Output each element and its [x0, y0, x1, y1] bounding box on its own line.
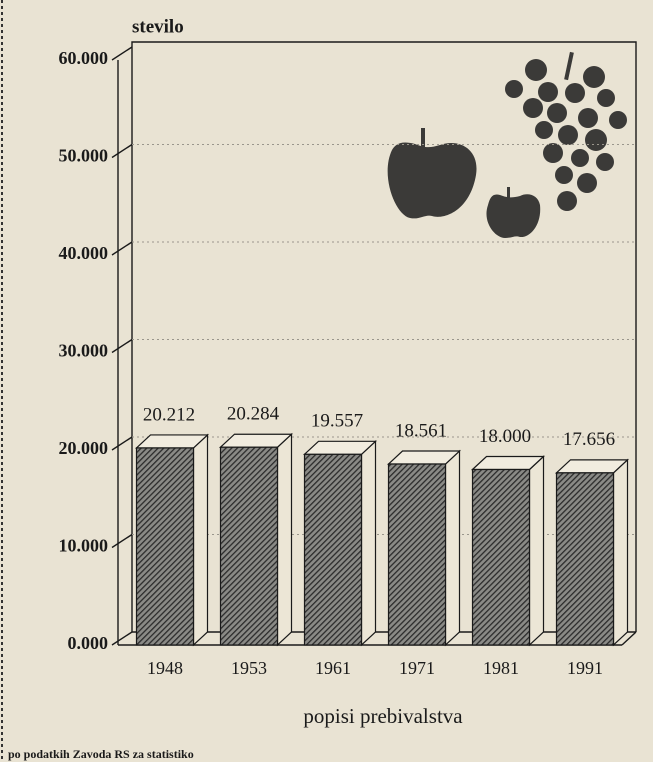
tick-mark	[112, 632, 132, 645]
tick-mark	[112, 47, 132, 60]
x-tick-label: 1981	[483, 658, 519, 678]
y-tick-label: 60.000	[59, 48, 109, 68]
value-label: 20.212	[143, 404, 195, 425]
x-tick-label: 1953	[231, 658, 267, 678]
y-tick-label: 20.000	[59, 438, 109, 458]
bar-side	[446, 451, 460, 645]
y-tick-label: 50.000	[59, 146, 109, 166]
tick-mark	[112, 340, 132, 353]
y-tick-label: 0.000	[68, 633, 109, 653]
bar-side	[614, 460, 628, 645]
bar-side	[278, 434, 292, 645]
y-tick-label: 10.000	[59, 536, 109, 556]
value-label: 18.561	[395, 420, 447, 441]
bar-side	[530, 457, 544, 646]
value-label: 19.557	[311, 411, 363, 432]
bar	[389, 464, 446, 645]
value-label: 20.284	[227, 404, 280, 425]
x-tick-label: 1948	[147, 658, 183, 678]
y-tick-label: 40.000	[59, 243, 109, 263]
tick-mark	[112, 535, 132, 548]
bar	[221, 447, 278, 645]
bar	[305, 454, 362, 645]
tick-mark	[112, 242, 132, 255]
y-tick-label: 30.000	[59, 341, 109, 361]
chart: stevilo popisi prebivalstva po podatkih …	[0, 0, 653, 762]
bar-side	[362, 441, 376, 645]
bar-side	[194, 435, 208, 645]
x-tick-label: 1961	[315, 658, 351, 678]
bar	[557, 473, 614, 645]
tick-mark	[112, 437, 132, 450]
value-label: 18.000	[479, 426, 531, 447]
y-axis-label: stevilo	[132, 16, 184, 37]
bar	[137, 448, 194, 645]
x-axis-label: popisi prebivalstva	[303, 704, 463, 728]
value-label: 17.656	[563, 429, 615, 450]
bar	[473, 470, 530, 646]
x-tick-label: 1991	[567, 658, 603, 678]
source-note: po podatkih Zavoda RS za statistiko	[8, 747, 194, 761]
x-tick-label: 1971	[399, 658, 435, 678]
tick-mark	[112, 145, 132, 158]
